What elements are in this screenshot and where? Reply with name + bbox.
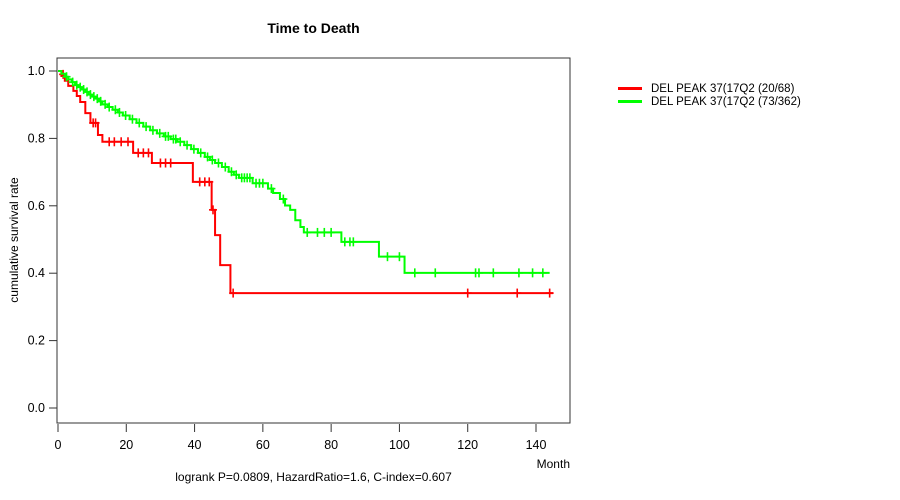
legend-item: DEL PEAK 37(17Q2 (73/362) bbox=[618, 95, 801, 108]
x-tick-label: 0 bbox=[55, 438, 62, 452]
stats-annotation: logrank P=0.0809, HazardRatio=1.6, C-ind… bbox=[175, 470, 452, 484]
y-axis-label: cumulative survival rate bbox=[7, 177, 21, 303]
survival-curve bbox=[58, 70, 550, 274]
y-tick-label: 0.0 bbox=[28, 401, 45, 415]
x-tick-label: 60 bbox=[256, 438, 270, 452]
y-tick-label: 0.2 bbox=[28, 334, 45, 348]
survival-curve bbox=[58, 70, 554, 295]
y-tick-label: 0.4 bbox=[28, 266, 45, 280]
y-tick-label: 0.8 bbox=[28, 131, 45, 145]
x-tick-label: 120 bbox=[457, 438, 478, 452]
x-tick-label: 140 bbox=[526, 438, 547, 452]
legend-item-label: DEL PEAK 37(17Q2 (20/68) bbox=[651, 82, 795, 95]
legend-line-swatch bbox=[618, 87, 642, 90]
legend: DEL PEAK 37(17Q2 (20/68) DEL PEAK 37(17Q… bbox=[618, 82, 801, 108]
x-axis-unit-label: Month bbox=[536, 457, 570, 471]
y-tick-label: 1.0 bbox=[28, 64, 45, 78]
legend-line-swatch bbox=[618, 100, 642, 103]
legend-item: DEL PEAK 37(17Q2 (20/68) bbox=[618, 82, 801, 95]
x-tick-label: 80 bbox=[324, 438, 338, 452]
x-tick-label: 40 bbox=[188, 438, 202, 452]
y-tick-label: 0.6 bbox=[28, 199, 45, 213]
chart-title: Time to Death bbox=[267, 20, 360, 36]
legend-item-label: DEL PEAK 37(17Q2 (73/362) bbox=[651, 95, 801, 108]
x-tick-label: 100 bbox=[389, 438, 410, 452]
x-tick-label: 20 bbox=[119, 438, 133, 452]
plot-frame bbox=[56, 57, 571, 424]
